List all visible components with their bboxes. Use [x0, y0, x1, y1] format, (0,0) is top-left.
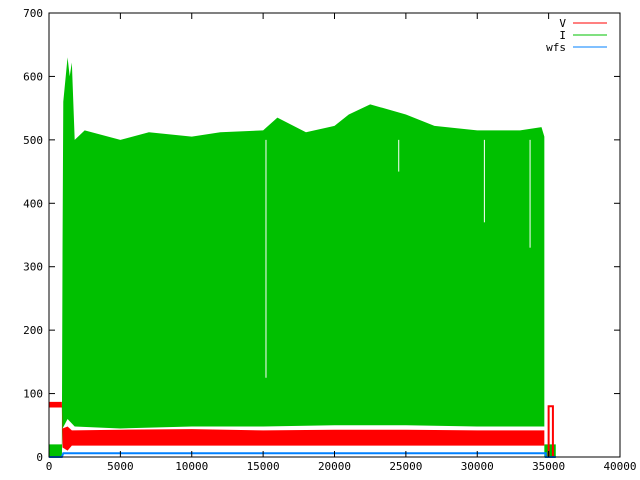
x-tick-label: 40000 [603, 460, 636, 473]
y-tick-label: 300 [23, 261, 43, 274]
plot-marks [49, 57, 556, 458]
y-tick-label: 500 [23, 134, 43, 147]
series-wfs-line [49, 452, 556, 458]
y-tick-label: 0 [36, 451, 43, 464]
x-tick-label: 25000 [389, 460, 422, 473]
x-tick-label: 5000 [107, 460, 134, 473]
legend-label-wfs: wfs [546, 41, 566, 54]
x-tick-label: 30000 [461, 460, 494, 473]
x-tick-label: 35000 [532, 460, 565, 473]
x-tick-label: 20000 [318, 460, 351, 473]
y-tick-label: 700 [23, 7, 43, 20]
series-I-area [49, 57, 556, 458]
x-tick-label: 10000 [175, 460, 208, 473]
legend-label-I: I [559, 29, 566, 42]
y-tick-label: 600 [23, 70, 43, 83]
y-tick-label: 400 [23, 197, 43, 210]
series-V-area [49, 401, 545, 457]
legend-label-V: V [559, 17, 566, 30]
x-tick-label: 15000 [247, 460, 280, 473]
y-tick-label: 200 [23, 324, 43, 337]
y-tick-label: 100 [23, 388, 43, 401]
x-tick-label: 0 [46, 460, 53, 473]
axis-ticks: 0 5000 10000 15000 20000 25000 30000 35000 40000… [23, 7, 636, 473]
